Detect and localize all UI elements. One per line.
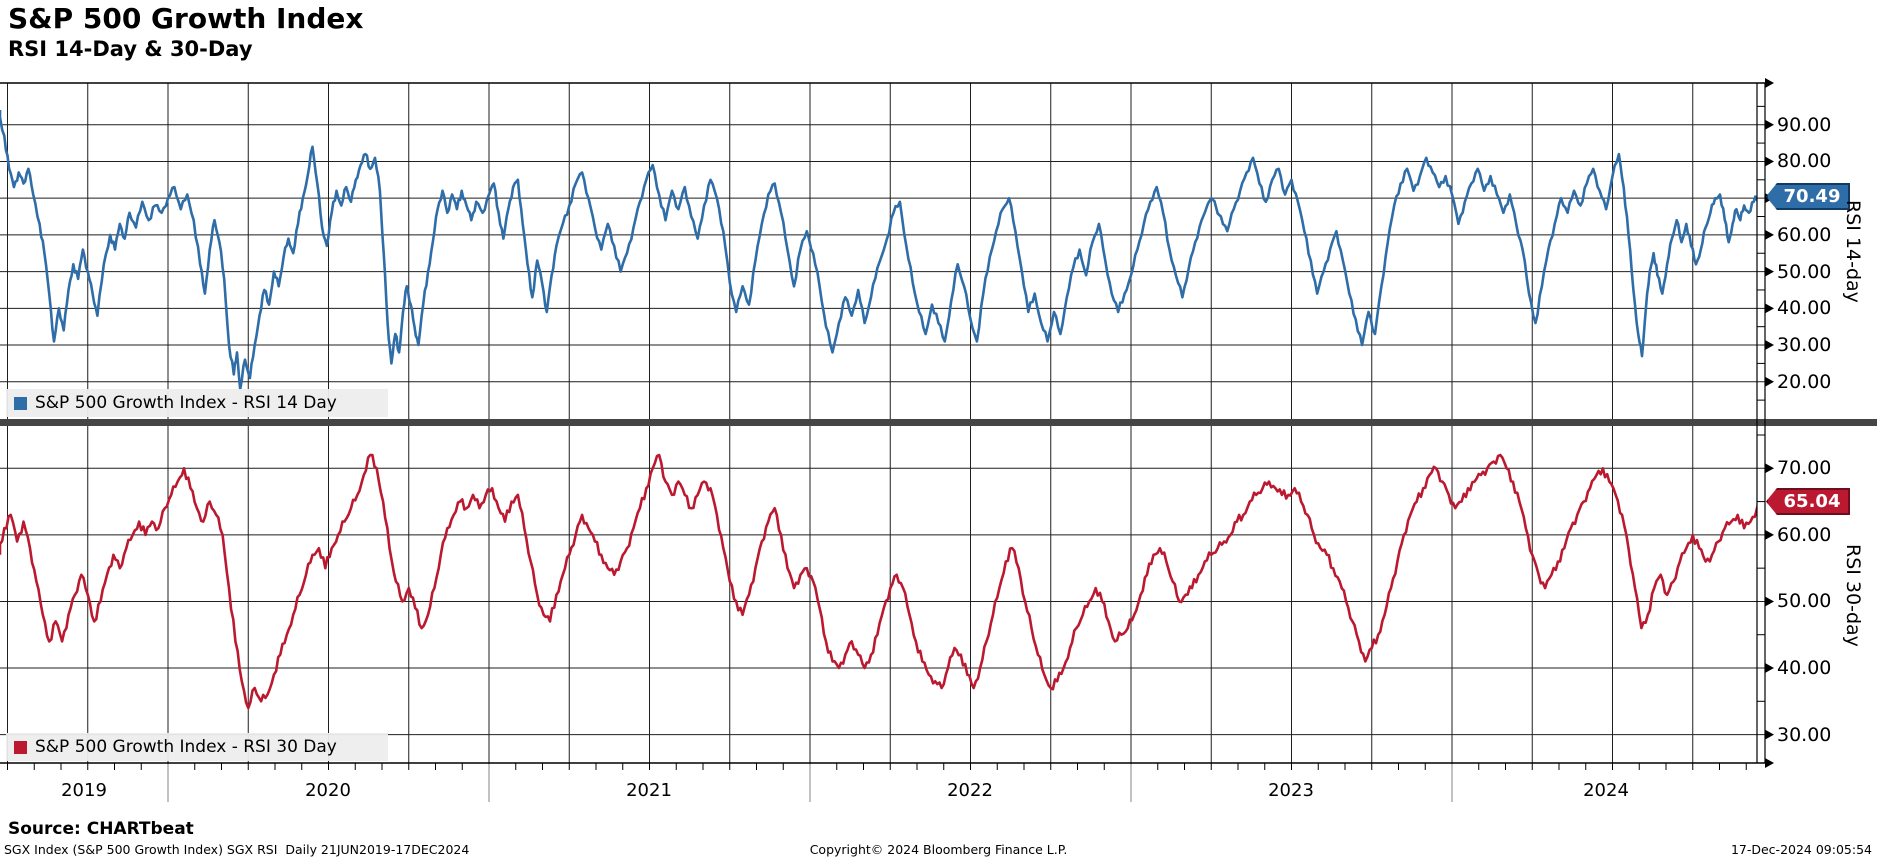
tick-arrow-icon: [1765, 596, 1774, 607]
x-axis-year-label: 2019: [61, 780, 107, 801]
tick-arrow-icon: [1765, 119, 1774, 130]
legend-swatch-rsi30-icon: [14, 740, 27, 754]
y-axis-title-rsi14: RSI 14-day: [1842, 200, 1864, 303]
legend-label-rsi14: S&P 500 Growth Index - RSI 14 Day: [35, 393, 337, 413]
tick-arrow-icon: [1765, 376, 1774, 387]
footer-copyright: Copyright© 2024 Bloomberg Finance L.P.: [809, 842, 1068, 857]
x-axis-year-label: 2023: [1268, 780, 1314, 801]
tick-arrow-icon: [1765, 729, 1774, 740]
y-axis-tick-label: 40.00: [1777, 297, 1832, 320]
y-axis-tick-label: 40.00: [1777, 657, 1832, 679]
legend-rsi14[interactable]: S&P 500 Growth Index - RSI 14 Day: [6, 389, 388, 417]
page-subtitle: RSI 14-Day & 30-Day: [8, 37, 253, 61]
x-axis-year-label: 2021: [626, 780, 672, 801]
y-axis-tick-label: 70.00: [1777, 457, 1832, 480]
tick-arrow-icon: [1765, 266, 1774, 277]
tick-arrow-icon: [1765, 529, 1774, 540]
tick-arrow-icon: [1765, 663, 1774, 674]
y-axis-tick-label: 30.00: [1777, 334, 1832, 357]
legend-rsi30[interactable]: S&P 500 Growth Index - RSI 30 Day: [6, 733, 388, 761]
y-axis-tick-label: 60.00: [1777, 223, 1832, 246]
rsi30-line: [0, 453, 1757, 710]
x-axis-year-label: 2020: [305, 780, 351, 801]
y-axis-tick-label: 50.00: [1777, 260, 1832, 283]
legend-label-rsi30: S&P 500 Growth Index - RSI 30 Day: [35, 737, 337, 757]
rsi14-line: [0, 110, 1757, 391]
y-axis-tick-label: 60.00: [1777, 523, 1832, 546]
y-axis-tick-label: 20.00: [1777, 370, 1832, 393]
tick-arrow-icon: [1765, 229, 1774, 240]
x-axis-year-label: 2024: [1583, 780, 1629, 801]
tick-arrow-icon: [1765, 303, 1774, 314]
legend-swatch-rsi14-icon: [14, 396, 27, 410]
y-axis-tick-label: 80.00: [1777, 150, 1832, 173]
last-value-badge-rsi30: 65.04: [1766, 488, 1850, 515]
tick-arrow-icon: [1765, 340, 1774, 351]
tick-arrow-icon: [1765, 758, 1774, 768]
tick-arrow-icon: [1765, 463, 1774, 474]
y-axis-title-rsi30: RSI 30-day: [1842, 543, 1864, 647]
y-axis-tick-label: 30.00: [1777, 723, 1832, 746]
y-axis-tick-label: 90.00: [1777, 113, 1832, 136]
footer-timestamp: 17-Dec-2024 09:05:54: [1730, 842, 1872, 857]
tick-arrow-icon: [1765, 156, 1774, 167]
tick-arrow-icon: [1765, 78, 1774, 88]
page-title: S&P 500 Growth Index: [8, 2, 364, 35]
y-axis-tick-label: 50.00: [1777, 590, 1832, 613]
panel-divider: [0, 419, 1877, 426]
footer-security-info: SGX Index (S&P 500 Growth Index) SGX RSI…: [4, 842, 470, 857]
source-label: Source: CHARTbeat: [8, 819, 194, 839]
x-axis-year-label: 2022: [947, 780, 993, 801]
last-value-badge-rsi14: 70.49: [1766, 183, 1850, 210]
